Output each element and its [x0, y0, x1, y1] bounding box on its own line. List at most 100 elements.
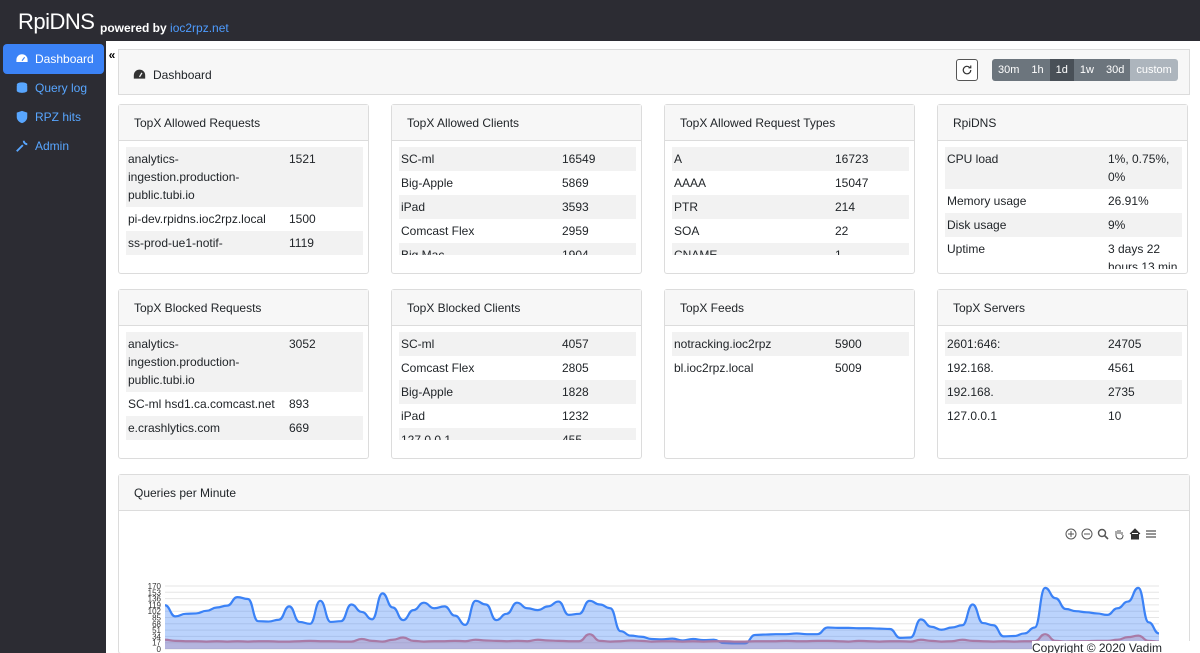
time-range-selector: 30m 1h 1d 1w 30d custom [992, 59, 1178, 81]
list-item: analytics-ingestion.production-public.tu… [126, 332, 363, 392]
list-item-key: Memory usage [947, 194, 1027, 208]
list-item-value: 455 [562, 433, 583, 440]
list-item-value: 16723 [835, 152, 869, 166]
list-item-key: Uptime [947, 242, 986, 256]
refresh-button[interactable] [956, 59, 978, 81]
list-item-value: 24705 [1108, 337, 1142, 351]
menu-icon[interactable] [1145, 528, 1157, 540]
range-1d-button[interactable]: 1d [1049, 59, 1074, 81]
y-tick-label: 119 [148, 601, 161, 610]
card-title: TopX Servers [938, 290, 1187, 326]
list-item-key: PTR [674, 200, 698, 214]
card-blocked-requests: TopX Blocked Requests analytics-ingestio… [118, 289, 369, 459]
list-item-key: notracking.ioc2rpz [674, 337, 772, 351]
pan-hand-icon[interactable] [1113, 528, 1125, 540]
card-allowed-requests: TopX Allowed Requests analytics-ingestio… [118, 104, 369, 274]
allowed-clients-list: SC-ml 16549 Big-Apple 5869 iPad 3593 Comcast F… [399, 147, 636, 255]
sidebar-item-label: Dashboard [35, 52, 94, 66]
card-servers: TopX Servers 2601:646: 24705 192.168. 4561 1… [937, 289, 1188, 459]
list-item-value: 893 [289, 397, 310, 411]
list-item-key: Big Mac [401, 248, 445, 255]
y-tick-label: 0 [157, 645, 162, 653]
sidebar-item-rpz-hits[interactable]: RPZ hits [3, 102, 104, 132]
shield-icon [16, 110, 28, 124]
blocked-requests-list: analytics-ingestion.production-public.tu… [126, 332, 363, 444]
list-item: telemetry.dropbox.com454 [126, 440, 363, 444]
list-item-key: Big-Apple [401, 385, 454, 399]
list-item: Uptime 3 days 22 hours 13 min 50 [945, 237, 1182, 269]
list-item-value: 10 [1108, 409, 1122, 423]
range-1w-button[interactable]: 1w [1073, 59, 1100, 81]
list-item-value: 669 [289, 421, 310, 435]
zoom-in-icon[interactable] [1065, 528, 1077, 540]
list-item-key: SOA [674, 224, 700, 238]
list-item: Memory usage 26.91% [945, 189, 1182, 213]
chart-toolbar [1065, 528, 1157, 540]
queries-per-minute-card: Queries per Minute 0 17 34 51 68 85 102 119 136 1… [118, 474, 1190, 653]
card-title: TopX Blocked Clients [392, 290, 641, 326]
list-item-value: 1904 [562, 248, 589, 255]
y-tick-label: 102 [148, 607, 162, 616]
list-item-value: 22 [835, 224, 849, 238]
list-item: AAAA 15047 [672, 171, 909, 195]
zoom-out-icon[interactable] [1081, 528, 1093, 540]
card-title: RpiDNS [938, 105, 1187, 141]
list-item: 192.168. 2735 [945, 380, 1182, 404]
list-item: SC-ml 16549 [399, 147, 636, 171]
list-item-value: 2735 [1108, 385, 1135, 399]
database-icon [16, 82, 28, 93]
sidebar-item-admin[interactable]: Admin [3, 131, 104, 161]
page-title: Dashboard [153, 68, 212, 82]
list-item-value: 3593 [562, 200, 589, 214]
list-item-key: CPU load [947, 152, 999, 166]
list-item: SOA 22 [672, 219, 909, 243]
list-item-value: 1232 [562, 409, 589, 423]
list-item-key: Big-Apple [401, 176, 454, 190]
range-30d-button[interactable]: 30d [1099, 59, 1131, 81]
list-item: 192.168. 4561 [945, 356, 1182, 380]
card-allowed-request-types: TopX Allowed Request Types A 16723 AAAA 150… [664, 104, 915, 274]
dashboard-icon [133, 69, 146, 79]
series-line-0 [164, 586, 1160, 645]
sidebar-item-dashboard[interactable]: Dashboard [3, 44, 104, 74]
sidebar-item-label: Admin [35, 139, 70, 153]
list-item-value: 3 days 22 hours 13 min 50 [1108, 242, 1178, 269]
list-item-value: 15047 [835, 176, 869, 190]
list-item: notracking.ioc2rpz 5900 [672, 332, 909, 356]
list-item-key: Disk usage [947, 218, 1007, 232]
list-item-key: bl.ioc2rpz.local [674, 361, 754, 375]
refresh-icon [962, 65, 972, 75]
blocked-clients-list: SC-ml 4057 Comcast Flex 2805 Big-Apple 1828 iP… [399, 332, 636, 440]
list-item: 127.0.0.1 10 [945, 404, 1182, 428]
list-item-value: 1%, 0.75%, 0% [1108, 152, 1170, 184]
list-item: PTR 214 [672, 195, 909, 219]
list-item-key: SC-ml [401, 337, 435, 351]
list-item-key: 2601:646: [947, 337, 1001, 351]
range-1h-button[interactable]: 1h [1025, 59, 1050, 81]
card-title: TopX Allowed Request Types [665, 105, 914, 141]
list-item-key: SC-ml hsd1.ca.comcast.net [128, 397, 275, 411]
sidebar-item-query-log[interactable]: Query log [3, 73, 104, 103]
card-title: TopX Allowed Clients [392, 105, 641, 141]
list-item-key: AAAA [674, 176, 707, 190]
brand-powered-by: powered by ioc2rpz.net [100, 21, 229, 35]
y-tick-label: 51 [152, 626, 161, 635]
y-tick-label: 153 [148, 588, 162, 597]
list-item-value: 1119 [289, 236, 314, 250]
list-item-key: analytics-ingestion.production-public.tu… [128, 152, 240, 202]
home-icon[interactable] [1129, 528, 1141, 540]
sidebar-collapse-button[interactable]: « [106, 48, 118, 62]
range-30m-button[interactable]: 30m [992, 59, 1026, 81]
range-custom-button[interactable]: custom [1130, 59, 1178, 81]
list-item-key: 127.0.0.1 [401, 433, 452, 440]
y-tick-label: 85 [152, 614, 161, 623]
magnify-icon[interactable] [1097, 528, 1109, 540]
ioc2rpz-link[interactable]: ioc2rpz.net [170, 21, 229, 35]
card-title: TopX Allowed Requests [119, 105, 368, 141]
list-item-key: iPad [401, 200, 426, 214]
allowed-types-list: A 16723 AAAA 15047 PTR 214 SOA 22 CNAME 1 [672, 147, 909, 255]
list-item: SC-ml hsd1.ca.comcast.net 893 [126, 392, 363, 416]
list-item: CNAME 1 [672, 243, 909, 255]
y-tick-label: 34 [152, 632, 161, 641]
servers-list: 2601:646: 24705 192.168. 4561 192.168. 2735 12… [945, 332, 1182, 444]
